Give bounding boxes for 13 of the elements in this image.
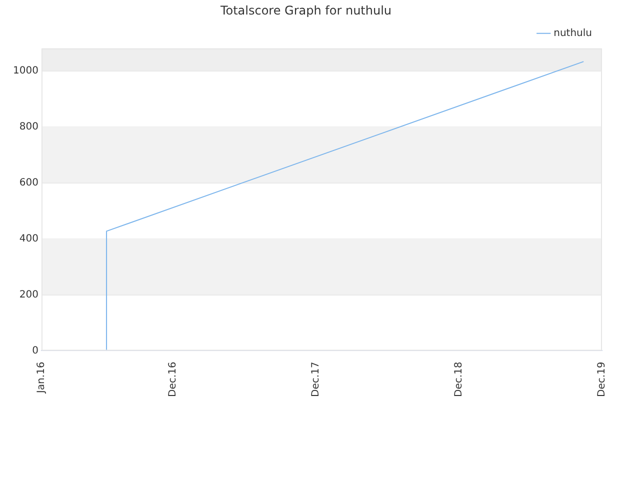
- y-tick-label: 800: [19, 121, 38, 132]
- y-tick-label: 1000: [12, 65, 38, 76]
- x-tick-label: Dec.16: [167, 362, 178, 398]
- y-tick-label: 600: [19, 177, 38, 188]
- y-tick-label: 200: [19, 289, 38, 300]
- x-tick-label: Dec.19: [596, 362, 608, 398]
- y-tick-label: 0: [32, 345, 38, 356]
- chart-title: Totalscore Graph for nuthulu: [219, 3, 392, 18]
- x-tick-label: Jan.16: [36, 362, 48, 394]
- y-tick-label: 400: [19, 233, 38, 244]
- x-tick-label: Dec.17: [310, 362, 322, 398]
- x-tick-label: Dec.18: [454, 362, 465, 398]
- legend-label: nuthulu: [554, 28, 592, 39]
